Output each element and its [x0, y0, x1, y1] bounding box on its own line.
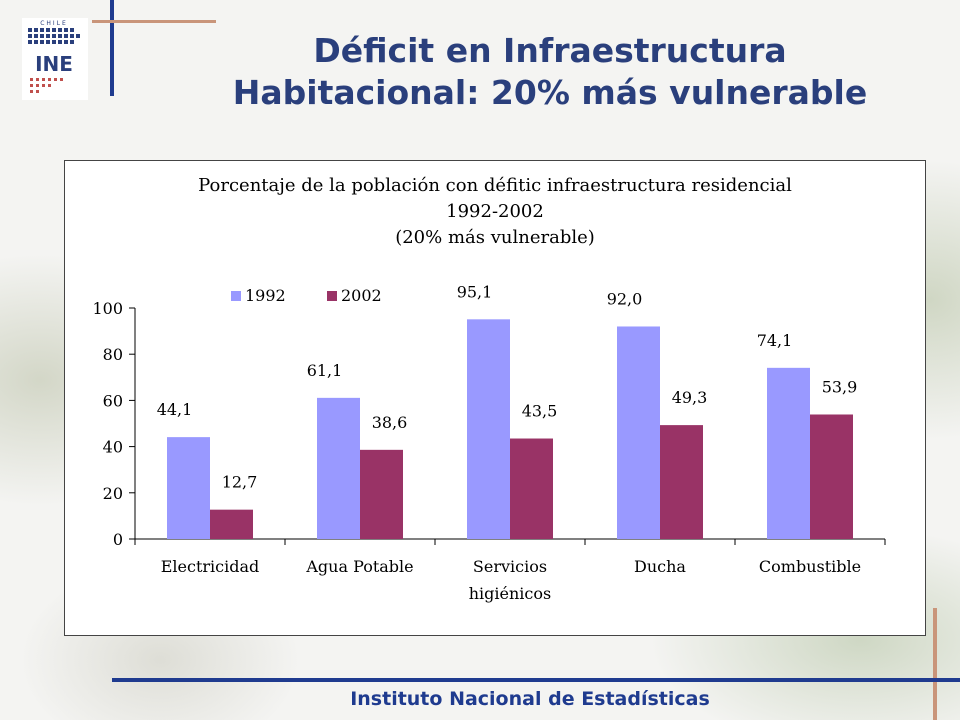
- data-label-1992: 92,0: [607, 289, 643, 308]
- y-tick-label: 0: [113, 530, 123, 549]
- x-tick-label: higiénicos: [469, 584, 551, 603]
- x-tick-label: Combustible: [759, 557, 861, 576]
- slide-title: Déficit en Infraestructura Habitacional:…: [160, 30, 940, 114]
- legend-swatch-2002: [327, 291, 337, 301]
- bar-chart: Porcentaje de la población con défitic i…: [92, 175, 886, 603]
- footer-divider-line: [112, 678, 960, 682]
- bottom-right-accent-line: [933, 608, 937, 720]
- logo-text: INE: [35, 52, 73, 76]
- top-accent-vertical-line: [110, 0, 114, 96]
- data-label-1992: 95,1: [457, 282, 493, 301]
- bar-1992: [317, 397, 360, 539]
- chart-title-line-1: Porcentaje de la población con défitic i…: [198, 175, 792, 196]
- chart-title-line-3: (20% más vulnerable): [395, 227, 595, 248]
- y-tick-label: 100: [92, 299, 123, 318]
- logo-arc-text: CHILE: [40, 20, 68, 27]
- chart-frame: Porcentaje de la población con défitic i…: [64, 160, 926, 636]
- legend-swatch-1992: [231, 291, 241, 301]
- data-label-2002: 12,7: [222, 473, 258, 492]
- bar-2002: [510, 438, 553, 539]
- bar-2002: [210, 509, 253, 539]
- bar-2002: [810, 414, 853, 539]
- y-tick-label: 80: [103, 345, 123, 364]
- slide-title-line-1: Déficit en Infraestructura: [313, 31, 787, 70]
- data-label-2002: 49,3: [672, 388, 708, 407]
- data-label-2002: 53,9: [822, 377, 858, 396]
- data-label-2002: 43,5: [522, 402, 558, 421]
- bar-2002: [360, 449, 403, 539]
- ine-logo: INE CHILE: [22, 18, 88, 100]
- x-tick-label: Electricidad: [161, 557, 260, 576]
- legend-label-1992: 1992: [245, 286, 286, 305]
- data-label-2002: 38,6: [372, 413, 408, 432]
- bar-1992: [617, 326, 660, 539]
- x-tick-label: Agua Potable: [305, 557, 413, 576]
- bar-1992: [167, 437, 210, 539]
- top-accent-horizontal-line: [92, 20, 216, 23]
- bar-2002: [660, 425, 703, 539]
- x-tick-label: Ducha: [634, 557, 686, 576]
- y-tick-label: 60: [103, 391, 123, 410]
- data-label-1992: 61,1: [307, 361, 343, 380]
- legend-label-2002: 2002: [341, 286, 382, 305]
- chart-title-line-2: 1992-2002: [446, 201, 544, 222]
- bar-1992: [467, 319, 510, 539]
- x-tick-label: Servicios: [473, 557, 547, 576]
- data-label-1992: 44,1: [157, 400, 193, 419]
- bar-1992: [767, 367, 810, 539]
- data-label-1992: 74,1: [757, 331, 793, 350]
- y-tick-label: 40: [103, 438, 123, 457]
- slide-title-line-2: Habitacional: 20% más vulnerable: [232, 73, 868, 112]
- y-tick-label: 20: [103, 484, 123, 503]
- footer-institution: Instituto Nacional de Estadísticas: [350, 688, 710, 710]
